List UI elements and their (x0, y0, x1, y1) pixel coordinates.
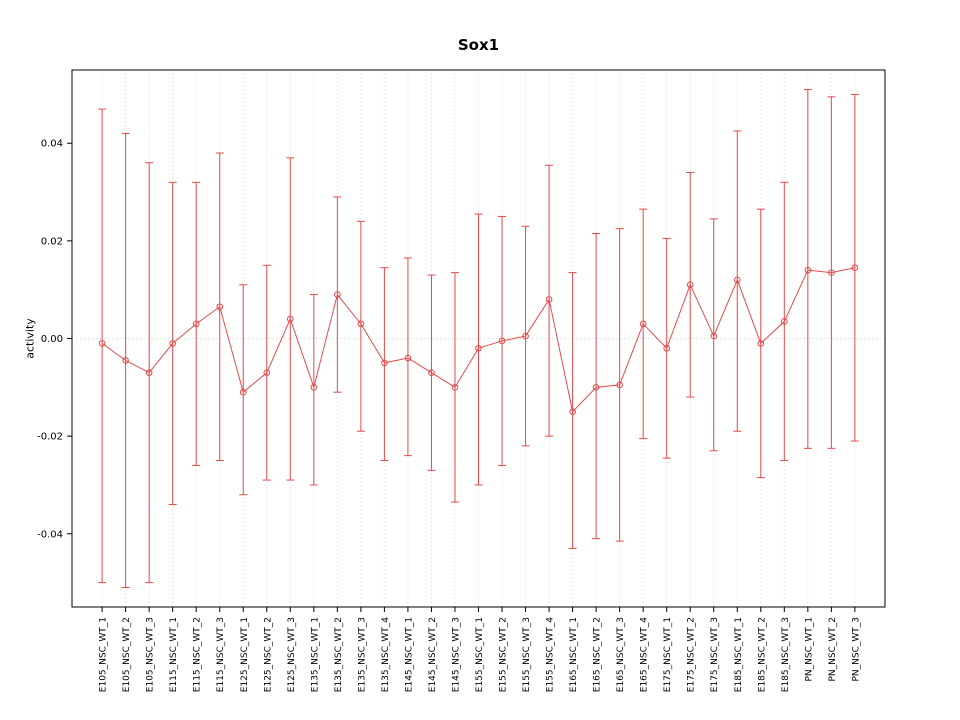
x-tick-label: E145_NSC_WT_3 (451, 617, 461, 692)
x-tick-label: E165_NSC_WT_1 (569, 617, 579, 692)
x-tick-label: E125_NSC_WT_2 (263, 617, 273, 692)
x-tick-label: E135_NSC_WT_2 (334, 617, 344, 692)
x-tick-label: E165_NSC_WT_3 (616, 617, 626, 692)
data-point (569, 408, 576, 416)
data-point (781, 318, 788, 325)
data-point (263, 369, 271, 376)
x-tick-label: E115_NSC_WT_2 (193, 617, 203, 692)
data-point (475, 344, 482, 352)
y-tick-label: -0.04 (37, 529, 63, 540)
data-point (710, 332, 718, 340)
x-tick-label: E125_NSC_WT_1 (240, 617, 250, 692)
x-tick-label: E155_NSC_WT_1 (475, 617, 485, 692)
x-tick-label: E165_NSC_WT_4 (640, 617, 650, 692)
data-point (216, 303, 224, 311)
data-point (522, 332, 529, 340)
x-tick-label: PN_NSC_WT_3 (851, 617, 861, 682)
data-point (592, 384, 600, 391)
x-tick-label: E175_NSC_WT_1 (663, 617, 673, 692)
data-point (804, 266, 812, 274)
data-point (334, 291, 341, 298)
x-tick-label: E105_NSC_WT_2 (122, 617, 132, 692)
y-tick-label: 0.04 (41, 139, 63, 150)
x-tick-label: E145_NSC_WT_2 (428, 617, 438, 692)
data-point (381, 359, 388, 367)
y-tick-label: 0.00 (41, 334, 63, 345)
x-tick-label: E155_NSC_WT_4 (546, 617, 556, 692)
y-axis: -0.04 -0.02 0.00 0.02 0.04 (37, 139, 72, 540)
x-tick-label: E185_NSC_WT_1 (734, 617, 744, 692)
x-tick-label: E175_NSC_WT_3 (710, 617, 720, 692)
data-point (357, 320, 365, 328)
data-point (287, 315, 294, 323)
data-point (828, 269, 835, 276)
x-tick-label: PN_NSC_WT_1 (804, 617, 814, 682)
x-tick-label: E145_NSC_WT_1 (404, 617, 414, 692)
data-point (145, 369, 153, 376)
x-tick-label: E155_NSC_WT_2 (499, 617, 509, 692)
x-tick-label: PN_NSC_WT_2 (828, 617, 838, 682)
x-tick-label: E165_NSC_WT_2 (593, 617, 603, 692)
y-tick-label: -0.02 (37, 432, 63, 443)
x-tick-label: E125_NSC_WT_3 (287, 617, 297, 692)
x-axis: E105_NSC_WT_1 E105_NSC_WT_2 E105_NSC_WT_3 E… (99, 607, 861, 692)
data-point (169, 340, 176, 347)
series-line (101, 267, 855, 413)
x-tick-label: E175_NSC_WT_2 (687, 617, 697, 692)
data-point (733, 276, 741, 284)
x-tick-label: E115_NSC_WT_3 (216, 617, 226, 692)
x-tick-label: E115_NSC_WT_1 (169, 617, 179, 692)
x-tick-label: E105_NSC_WT_1 (99, 617, 109, 692)
x-tick-label: E105_NSC_WT_3 (146, 617, 156, 692)
x-tick-label: E185_NSC_WT_3 (781, 617, 791, 692)
data-point (639, 320, 647, 328)
data-point (404, 354, 412, 362)
chart-title: Sox1 (457, 36, 500, 54)
x-tick-label: E155_NSC_WT_3 (522, 617, 532, 692)
data-point (310, 384, 318, 391)
data-point (498, 337, 506, 345)
data-point (98, 340, 106, 347)
data-point (428, 369, 435, 376)
x-tick-label: E135_NSC_WT_1 (310, 617, 320, 692)
x-tick-label: E135_NSC_WT_4 (381, 617, 391, 692)
data-point (851, 264, 859, 272)
data-point (686, 281, 694, 289)
data-point (545, 296, 553, 303)
data-point (192, 320, 200, 328)
x-tick-label: E185_NSC_WT_2 (757, 617, 767, 692)
data-point (757, 340, 765, 347)
data-point (451, 384, 459, 391)
data-point (663, 344, 670, 352)
data-point (239, 388, 247, 396)
y-tick-label: 0.02 (41, 236, 63, 247)
data-point (122, 357, 129, 364)
x-tick-label: E135_NSC_WT_3 (357, 617, 367, 692)
data-point (616, 381, 623, 389)
data-points (98, 264, 859, 416)
